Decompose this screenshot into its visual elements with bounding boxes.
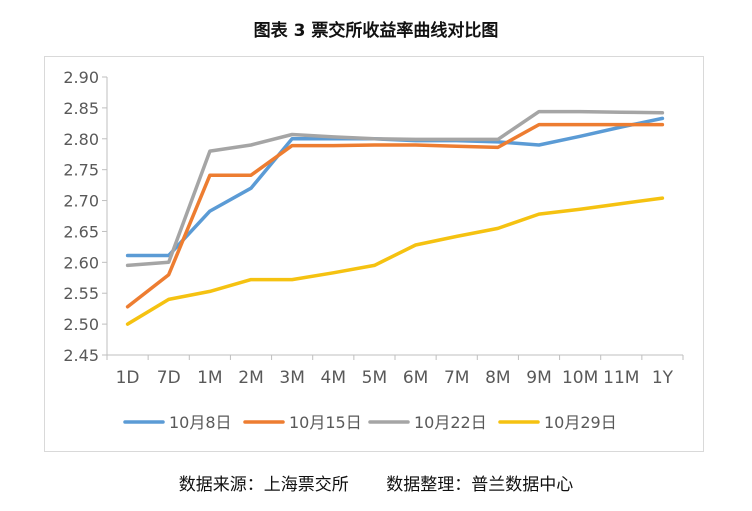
y-tick-label: 2.85 <box>63 99 99 118</box>
x-tick-label: 7M <box>444 368 469 388</box>
line-chart: 2.45 2.50 2.55 2.60 2.65 2.70 2.75 2.80 2.85 2.90… <box>63 68 684 432</box>
y-tick-label: 2.75 <box>63 161 99 180</box>
series-line-4 <box>125 196 665 326</box>
footer: 数据来源：上海票交所 数据整理：普兰数据中心 <box>0 470 752 495</box>
y-tick-label: 2.55 <box>63 284 99 303</box>
y-tick-label: 2.60 <box>63 253 99 272</box>
chart-title: 图表 3 票交所收益率曲线对比图 <box>253 21 499 41</box>
y-tick-label: 2.90 <box>63 68 99 87</box>
x-tick-label: 2M <box>238 368 263 388</box>
x-tick-label: 1Y <box>652 368 674 388</box>
series-line-3 <box>125 109 665 268</box>
x-tick-label: 5M <box>362 368 387 388</box>
compiled-note: 数据整理：普兰数据中心 <box>386 475 574 495</box>
series-line-2 <box>125 122 665 309</box>
y-tick-label: 2.45 <box>63 346 99 365</box>
legend-label: 10月22日 <box>414 413 487 432</box>
legend-label: 10月8日 <box>169 413 232 432</box>
legend-label: 10月29日 <box>544 413 617 432</box>
x-tick-label: 1M <box>197 368 222 388</box>
x-tick-label: 9M <box>526 368 551 388</box>
source-note: 数据来源：上海票交所 <box>178 475 349 495</box>
chart-area: 2.45 2.50 2.55 2.60 2.65 2.70 2.75 2.80 2.85 2.90… <box>44 56 704 452</box>
x-tick-label: 6M <box>403 368 428 388</box>
x-tick-label: 7D <box>157 368 181 388</box>
y-tick-label: 2.80 <box>63 130 99 149</box>
x-tick-label: 3M <box>279 368 304 388</box>
x-tick-label: 11M <box>603 368 639 388</box>
y-tick-label: 2.70 <box>63 192 99 211</box>
legend-label: 10月15日 <box>289 413 362 432</box>
y-tick-label: 2.65 <box>63 222 99 241</box>
y-tick-label: 2.50 <box>63 315 99 334</box>
x-tick-label: 10M <box>562 368 598 388</box>
x-tick-label: 8M <box>485 368 510 388</box>
x-tick-label: 1D <box>116 368 140 388</box>
x-tick-label: 4M <box>321 368 346 388</box>
